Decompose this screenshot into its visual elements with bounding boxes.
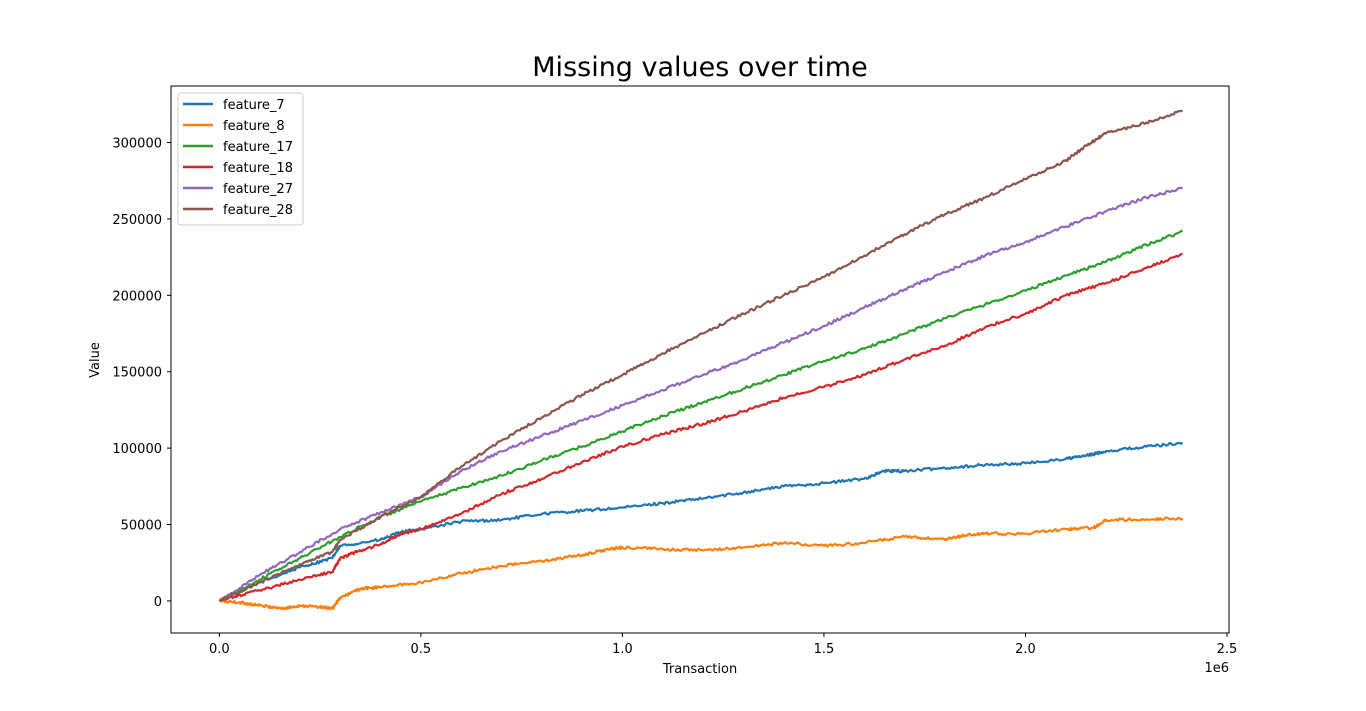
x-tick-label: 1.0 bbox=[612, 642, 633, 657]
y-tick-label: 200000 bbox=[112, 289, 162, 304]
plot-area bbox=[171, 86, 1229, 633]
y-tick-label: 150000 bbox=[112, 366, 162, 381]
x-tick-label: 1.5 bbox=[814, 642, 835, 657]
legend-label: feature_8 bbox=[223, 119, 285, 134]
legend-label: feature_18 bbox=[223, 161, 293, 176]
plot-frame bbox=[170, 85, 1230, 634]
y-tick-label: 100000 bbox=[112, 442, 162, 457]
legend-label: feature_27 bbox=[223, 182, 293, 197]
series-line-feature_27 bbox=[218, 186, 1184, 602]
series-line-feature_18 bbox=[218, 252, 1183, 602]
series-layer bbox=[218, 109, 1184, 611]
y-axis-label: Value bbox=[88, 342, 103, 378]
y-tick-label: 50000 bbox=[121, 519, 162, 534]
x-tick-label: 2.5 bbox=[1217, 642, 1238, 657]
legend-label: feature_7 bbox=[223, 98, 285, 113]
x-tick-label: 0.0 bbox=[209, 642, 230, 657]
y-axis: 0 50000 100000 150000 200000 250000 300000 bbox=[112, 137, 171, 610]
y-tick-label: 250000 bbox=[112, 213, 162, 228]
y-tick-label: 0 bbox=[154, 595, 162, 610]
series-line-feature_7 bbox=[218, 441, 1184, 602]
x-tick-label: 0.5 bbox=[411, 642, 432, 657]
y-tick-label: 300000 bbox=[112, 137, 162, 152]
legend-label: feature_17 bbox=[223, 140, 293, 155]
legend-label: feature_28 bbox=[223, 203, 293, 218]
chart-title: Missing values over time bbox=[532, 52, 867, 83]
x-axis-offset-label: 1e6 bbox=[1204, 661, 1229, 676]
x-axis-label: Transaction bbox=[662, 662, 737, 677]
series-line-feature_8 bbox=[218, 516, 1184, 611]
x-tick-label: 2.0 bbox=[1015, 642, 1036, 657]
x-axis: 0.0 0.5 1.0 1.5 2.0 2.5 bbox=[209, 633, 1237, 657]
series-line-feature_28 bbox=[218, 109, 1184, 602]
legend: feature_7 feature_8 feature_17 feature_18fe… bbox=[177, 92, 304, 226]
